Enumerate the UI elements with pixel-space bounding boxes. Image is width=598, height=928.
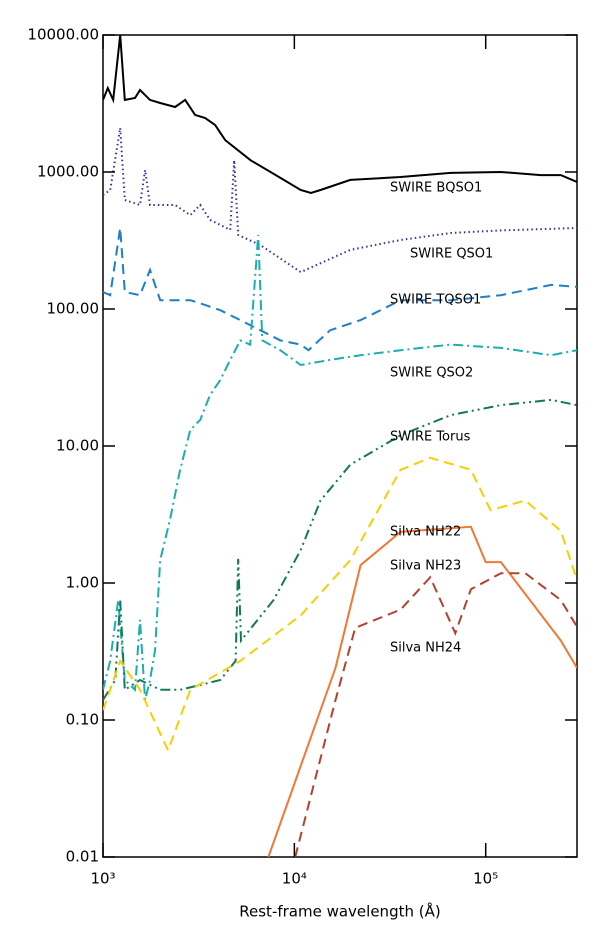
series-label: SWIRE QSO1 <box>410 247 493 262</box>
y-tick-label: 10000.00 <box>27 26 99 44</box>
y-tick-label: 10.00 <box>56 437 99 455</box>
series-line <box>267 525 577 857</box>
y-tick-label: 1.00 <box>66 574 99 592</box>
y-tick-label: 100.00 <box>47 300 100 318</box>
series-label: SWIRE QSO2 <box>390 366 473 381</box>
x-tick-label: 10³ <box>90 870 115 888</box>
series-line <box>103 234 577 701</box>
series-label: SWIRE TQSO1 <box>390 293 481 308</box>
plot-frame <box>102 34 578 858</box>
y-tick-label: 0.01 <box>66 848 99 866</box>
series-label: Silva NH22 <box>390 525 461 540</box>
x-axis-label: Rest-frame wavelength (Å) <box>239 902 440 921</box>
y-tick-label: 1000.00 <box>37 163 99 181</box>
series-label: SWIRE BQSO1 <box>390 181 482 196</box>
series-line <box>103 127 577 274</box>
series-line <box>294 572 577 857</box>
series-label: Silva NH23 <box>390 559 461 574</box>
y-tick-label: 0.10 <box>66 711 99 729</box>
series-label: SWIRE Torus <box>390 430 471 445</box>
series-line <box>103 227 577 352</box>
series-line <box>103 35 577 195</box>
series-line <box>103 456 577 754</box>
series-line <box>103 398 577 701</box>
plot-area <box>103 35 577 857</box>
x-tick-label: 10⁵ <box>473 870 498 888</box>
series-label: Silva NH24 <box>390 641 461 656</box>
x-tick-label: 10⁴ <box>282 870 307 888</box>
